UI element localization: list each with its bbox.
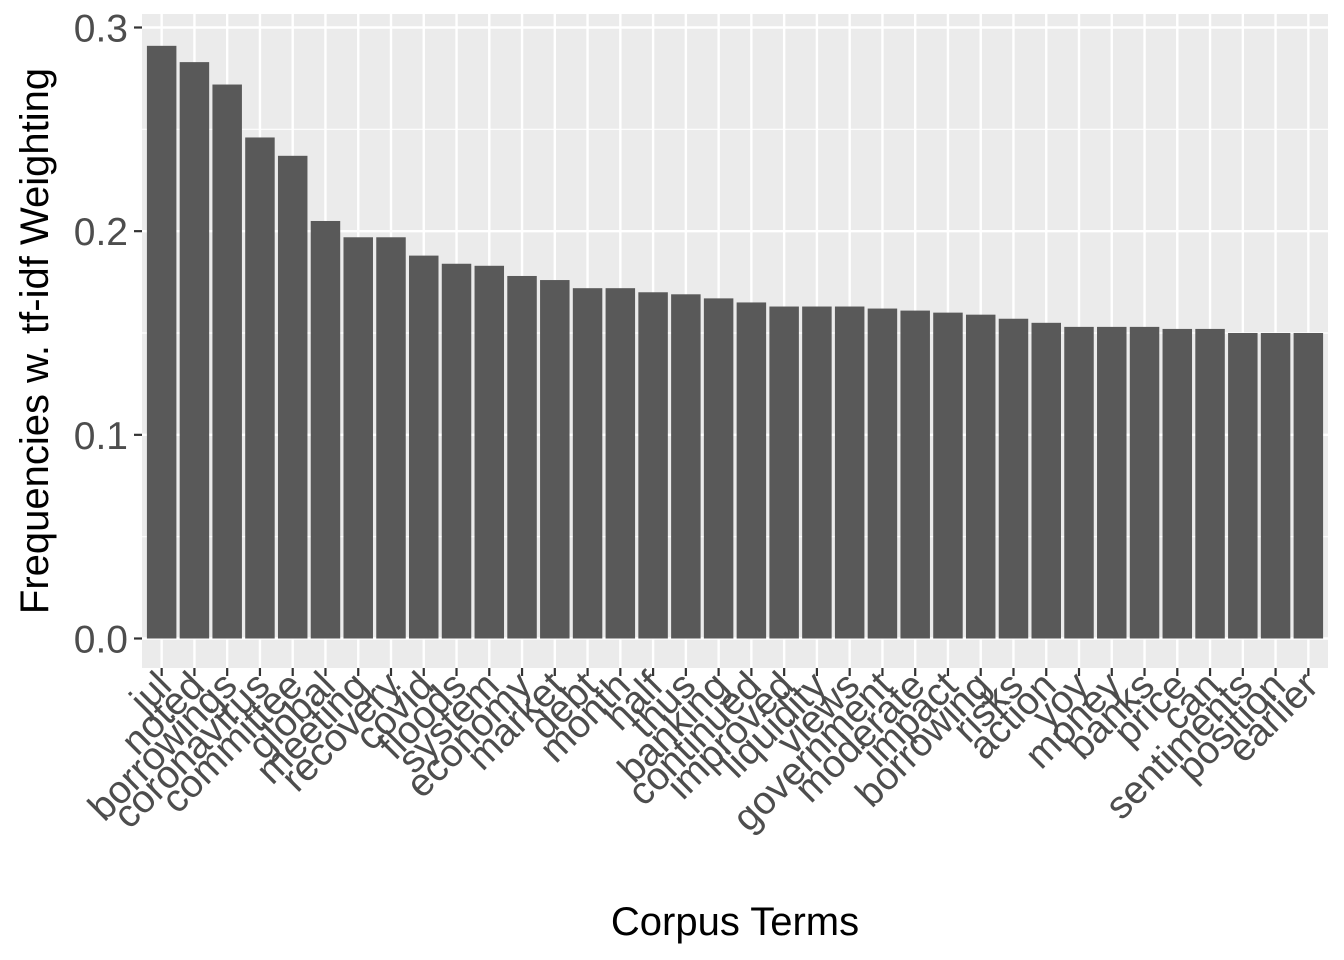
bar-floods xyxy=(441,263,472,639)
bar-month xyxy=(605,288,636,639)
bar-improved xyxy=(769,306,799,639)
bar-liquidity xyxy=(802,306,832,639)
bar-sentiments xyxy=(1228,333,1258,639)
bar-position xyxy=(1260,333,1291,639)
bar-global xyxy=(310,220,341,639)
bar-borrowings xyxy=(212,84,242,639)
bar-price xyxy=(1162,328,1193,639)
bar-borrowing xyxy=(965,314,996,639)
bar-half xyxy=(638,292,668,639)
bar-system xyxy=(474,265,505,639)
bars xyxy=(146,45,1324,639)
bar-coronavirus xyxy=(245,137,275,639)
bar-earlier xyxy=(1293,333,1324,639)
bar-recovery xyxy=(376,237,406,639)
y-tick-label: 0.3 xyxy=(74,8,128,51)
bar-covid xyxy=(409,255,439,639)
bar-views xyxy=(834,306,865,639)
bar-meeting xyxy=(343,237,373,639)
y-axis-title: Frequencies w. tf-idf Weighting xyxy=(13,68,57,614)
y-tick-label: 0.0 xyxy=(74,619,128,662)
bar-government xyxy=(867,308,898,639)
bar-continued xyxy=(736,302,767,639)
bar-moderate xyxy=(900,310,930,639)
x-axis: julnotedborrowingscoronaviruscommitteegl… xyxy=(80,664,1326,840)
bar-thus xyxy=(671,294,701,639)
bar-impact xyxy=(933,312,963,639)
bar-noted xyxy=(179,62,210,639)
y-tick-label: 0.1 xyxy=(74,415,128,458)
bar-jul xyxy=(146,45,177,639)
bar-can xyxy=(1195,328,1225,639)
y-axis: 0.0 0.1 0.2 0.3 xyxy=(74,8,142,662)
bar-banks xyxy=(1129,326,1160,639)
bar-money xyxy=(1097,326,1127,639)
y-tick-label: 0.2 xyxy=(74,211,128,254)
bar-yoy xyxy=(1064,326,1094,639)
x-axis-title: Corpus Terms xyxy=(611,900,859,944)
bar-risks xyxy=(998,318,1029,639)
bar-banking xyxy=(703,298,734,639)
bar-committee xyxy=(277,155,308,639)
bar-action xyxy=(1031,322,1061,639)
bar-economy xyxy=(507,275,537,639)
bar-debt xyxy=(572,288,603,639)
bar-market xyxy=(540,280,570,639)
